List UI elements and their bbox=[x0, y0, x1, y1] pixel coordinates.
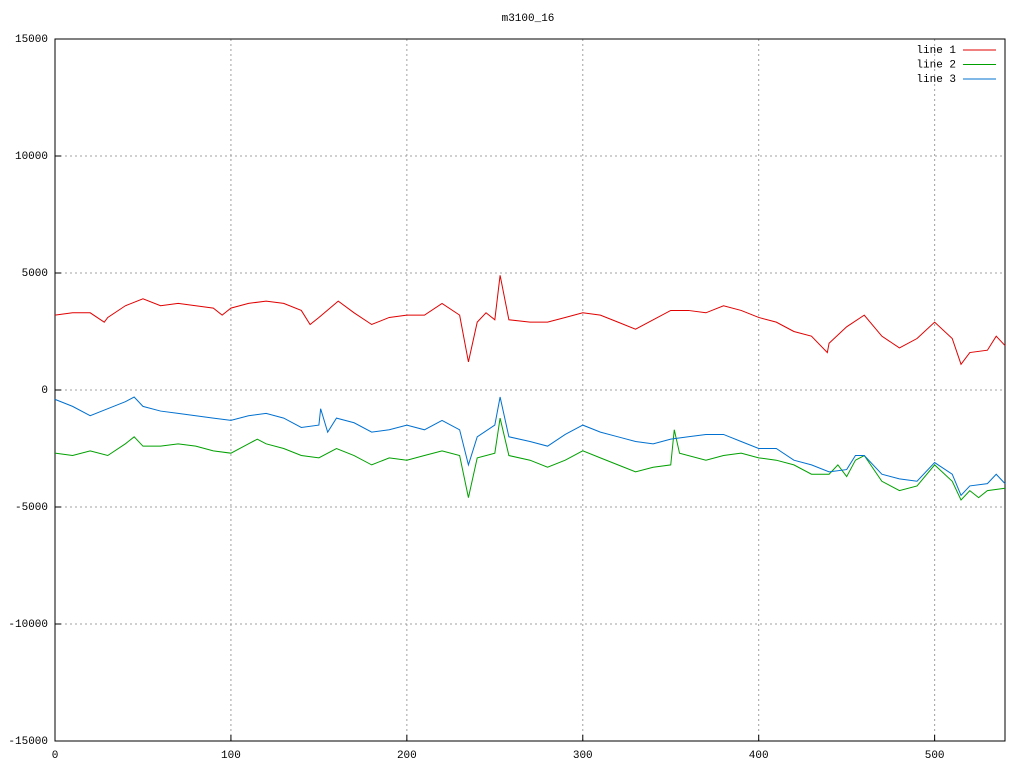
legend-label: line 2 bbox=[916, 59, 956, 71]
y-tick-label: 5000 bbox=[22, 268, 48, 280]
x-tick-label: 400 bbox=[749, 750, 769, 762]
data-line bbox=[54, 275, 1006, 366]
x-tick-label: 100 bbox=[221, 750, 241, 762]
y-tick-label: 0 bbox=[41, 385, 48, 397]
y-tick-label: -15000 bbox=[8, 736, 48, 748]
plot-frame bbox=[54, 38, 1006, 742]
y-tick-label: 10000 bbox=[15, 151, 48, 163]
y-tick-label: 15000 bbox=[15, 34, 48, 46]
y-tick-label: -5000 bbox=[15, 502, 48, 514]
data-line bbox=[54, 417, 1006, 501]
y-tick-label: -10000 bbox=[8, 619, 48, 631]
x-tick-label: 0 bbox=[52, 750, 59, 762]
x-tick-label: 500 bbox=[925, 750, 945, 762]
chart-title: m3100_16 bbox=[502, 13, 555, 25]
data-line bbox=[54, 396, 1006, 497]
legend-label: line 3 bbox=[916, 74, 956, 86]
legend-label: line 1 bbox=[916, 45, 956, 57]
x-tick-label: 300 bbox=[573, 750, 593, 762]
x-tick-label: 200 bbox=[397, 750, 417, 762]
